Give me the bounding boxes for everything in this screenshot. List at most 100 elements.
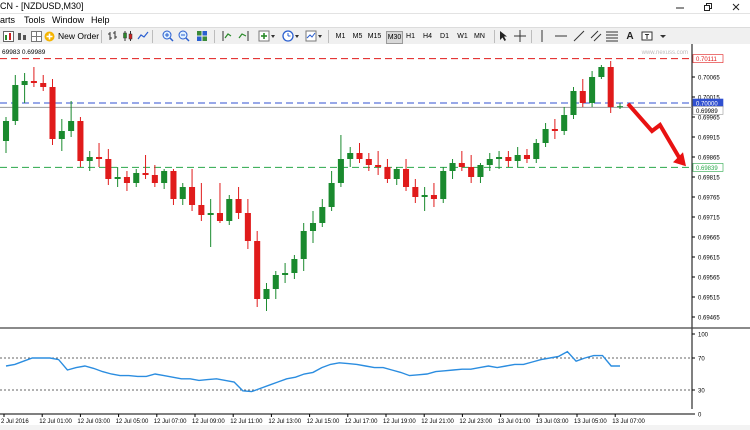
vertical-line-button[interactable] xyxy=(536,29,548,43)
timeframe-m1[interactable]: M1 xyxy=(335,33,346,40)
bar-chart-button[interactable] xyxy=(106,29,119,43)
candlestick-chart-button[interactable] xyxy=(121,29,134,43)
bar-chart-icon xyxy=(107,31,117,40)
bullish-candle xyxy=(421,187,428,211)
candle-body xyxy=(533,143,540,159)
window-controls xyxy=(666,0,750,13)
candle-body xyxy=(105,159,112,179)
candle-body xyxy=(561,115,568,131)
bullish-candle xyxy=(589,71,596,107)
price-tick-label: 0.70015 xyxy=(698,96,720,102)
templates-button[interactable] xyxy=(304,29,323,43)
bearish-candle xyxy=(77,117,84,167)
candle-body xyxy=(272,275,279,289)
time-tick-label: 12 Jul 11:00 xyxy=(230,419,263,425)
candle-body xyxy=(77,121,84,161)
candlestick-icon xyxy=(122,31,132,41)
bullish-candle xyxy=(533,139,540,163)
indicators-icon xyxy=(258,30,275,42)
chart-watermark: www.nexuss.com xyxy=(641,50,688,56)
bullish-candle xyxy=(300,223,307,271)
menu-tools[interactable]: Tools xyxy=(24,15,46,25)
candle-body xyxy=(421,195,428,197)
svg-text:T: T xyxy=(645,34,650,41)
close-icon xyxy=(732,3,740,10)
trendline-button[interactable] xyxy=(573,29,585,43)
new-order-icon xyxy=(44,31,55,41)
candle-body xyxy=(58,131,65,139)
minimize-button[interactable] xyxy=(666,0,694,13)
chart-toolbar-button[interactable] xyxy=(2,29,14,43)
candle-body xyxy=(151,175,158,183)
bearish-candle xyxy=(235,187,242,219)
menu-help[interactable]: Help xyxy=(91,15,110,25)
line-chart-icon xyxy=(137,31,148,40)
text-tool-button[interactable]: A xyxy=(626,30,634,42)
new-order-button[interactable]: New Order xyxy=(44,29,99,43)
price-chart[interactable]: 69983 0.69989 www.nexuss.com 0.70065 0.7001… xyxy=(0,44,750,425)
oscillator-tick-label: 30 xyxy=(698,389,705,395)
bearish-candle xyxy=(244,199,251,249)
channel-icon xyxy=(590,30,602,42)
candle-body xyxy=(226,199,233,221)
candle-body xyxy=(616,106,624,108)
bearish-candle xyxy=(151,165,158,187)
timeframe-m5[interactable]: M5 xyxy=(352,33,363,40)
arrows-button[interactable] xyxy=(657,29,669,43)
price-tick-label: 0.69965 xyxy=(698,116,720,122)
menu-charts[interactable]: arts xyxy=(0,15,16,25)
menu-window[interactable]: Window xyxy=(52,15,85,25)
timeframe-m30[interactable]: M30 xyxy=(386,31,403,44)
chart-symbol-info: 69983 0.69989 xyxy=(2,49,46,56)
time-tick-label: 12 Jul 15:00 xyxy=(307,419,340,425)
cursor-button[interactable] xyxy=(498,29,510,43)
crosshair-button[interactable] xyxy=(514,29,526,43)
bearish-candle xyxy=(365,153,372,171)
restore-button[interactable] xyxy=(694,0,722,13)
candle-body xyxy=(337,159,344,183)
timeframe-m15[interactable]: M15 xyxy=(367,33,382,40)
grid-toolbar-button[interactable] xyxy=(30,29,42,43)
auto-scroll-button[interactable] xyxy=(237,29,250,43)
candle-body xyxy=(449,163,456,171)
fibonacci-button[interactable] xyxy=(606,29,618,43)
bullish-candle xyxy=(207,199,214,247)
channel-button[interactable] xyxy=(590,29,602,43)
candle-body xyxy=(21,81,28,85)
periods-button[interactable] xyxy=(281,29,300,43)
indicators-button[interactable] xyxy=(257,29,276,43)
candle-body xyxy=(468,167,475,177)
close-button[interactable] xyxy=(722,0,750,13)
label-button[interactable]: T xyxy=(641,29,653,43)
restore-icon xyxy=(704,2,712,11)
time-tick-label: 13 Jul 07:00 xyxy=(612,419,645,425)
cursor-icon xyxy=(500,31,507,41)
templates-icon xyxy=(305,30,322,42)
timeframe-mn[interactable]: MN xyxy=(474,33,485,40)
zoom-out-button[interactable] xyxy=(177,29,190,43)
candle-body xyxy=(114,177,121,179)
price-tick-label: 0.70065 xyxy=(698,76,720,82)
bullish-candle xyxy=(347,147,354,167)
oscillator-tick-label: 70 xyxy=(698,357,705,363)
timeframe-w1[interactable]: W1 xyxy=(457,33,468,40)
bullish-candle xyxy=(12,75,19,125)
timeframe-h4[interactable]: H4 xyxy=(423,33,432,40)
candle-body xyxy=(486,159,493,165)
line-chart-button[interactable] xyxy=(136,29,149,43)
tile-windows-icon xyxy=(196,31,207,41)
bars-toolbar-button[interactable] xyxy=(16,29,28,43)
candle-body xyxy=(161,171,168,183)
timeframe-h1[interactable]: H1 xyxy=(406,33,415,40)
timeframe-d1[interactable]: D1 xyxy=(440,33,449,40)
candle-body xyxy=(458,163,465,167)
candle-body xyxy=(384,167,391,179)
candle-body xyxy=(12,85,19,121)
bearish-candle xyxy=(458,151,465,171)
tile-windows-button[interactable] xyxy=(195,29,208,43)
candle-body xyxy=(523,155,530,159)
zoom-in-button[interactable] xyxy=(161,29,174,43)
bearish-candle xyxy=(607,61,614,113)
chart-shift-button[interactable] xyxy=(220,29,233,43)
horizontal-line-button[interactable] xyxy=(555,29,567,43)
